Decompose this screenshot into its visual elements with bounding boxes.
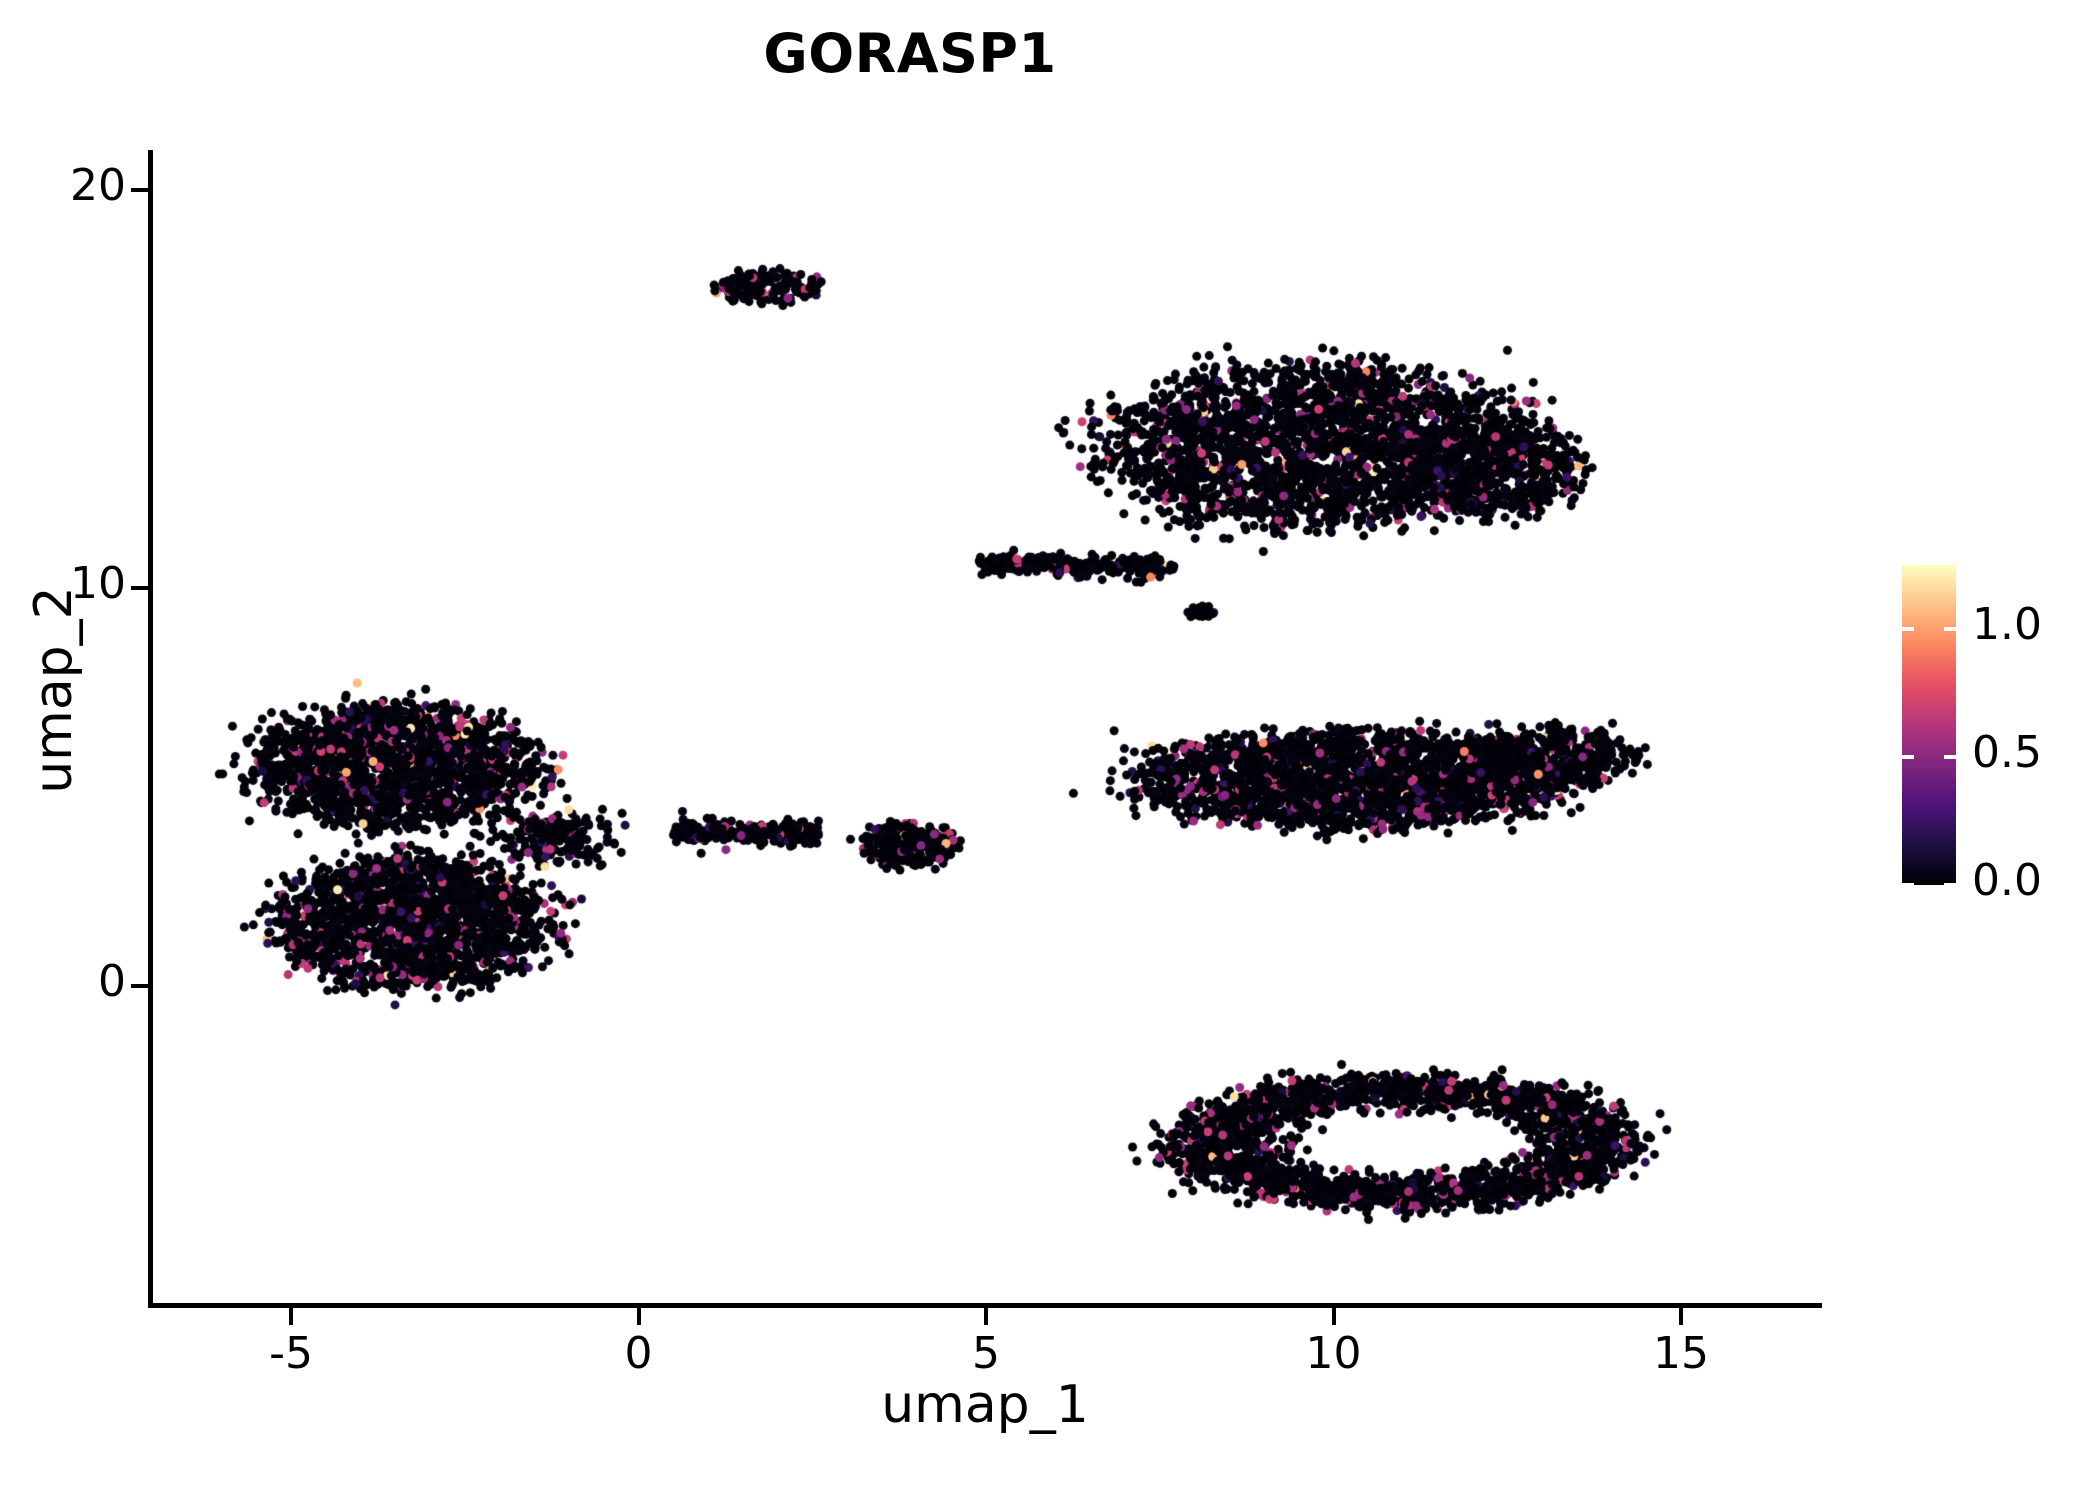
colorbar-tick-label: 1.0	[1972, 599, 2042, 650]
x-tick-label: -5	[269, 1328, 313, 1379]
y-tick-label: 0	[98, 956, 126, 1008]
x-axis-spine	[148, 1303, 1822, 1308]
x-tick-label: 15	[1653, 1328, 1709, 1379]
x-tick-label: 5	[972, 1328, 1000, 1379]
colorbar-tick	[1944, 627, 1956, 631]
colorbar-tick	[1944, 883, 1956, 887]
colorbar-tick	[1902, 883, 1914, 887]
x-axis-label: umap_1	[881, 1375, 1089, 1435]
colorbar-tick	[1902, 755, 1914, 759]
colorbar	[1902, 565, 1956, 887]
x-tick	[984, 1308, 988, 1325]
colorbar-tick-label: 0.5	[1972, 727, 2042, 778]
y-tick-label: 20	[70, 159, 126, 211]
y-tick	[131, 187, 148, 192]
colorbar-tick	[1944, 755, 1956, 759]
colorbar-tick-label: 0.0	[1972, 855, 2042, 906]
y-tick-label: 10	[70, 558, 126, 610]
x-tick	[636, 1308, 641, 1325]
colorbar-gradient	[1902, 565, 1956, 885]
x-tick	[1679, 1308, 1683, 1325]
scatter-points-canvas	[152, 150, 1820, 1305]
scatter-plot-area	[152, 150, 1820, 1305]
x-tick	[289, 1308, 293, 1325]
colorbar-tick	[1902, 627, 1914, 631]
y-axis-spine	[148, 150, 153, 1308]
y-tick	[131, 586, 148, 591]
x-tick-label: 0	[624, 1328, 653, 1379]
y-axis-label: umap_2	[24, 586, 84, 794]
x-tick	[1331, 1308, 1336, 1325]
page-title: GORASP1	[763, 22, 1057, 85]
x-tick-label: 10	[1305, 1328, 1362, 1379]
y-tick	[131, 984, 148, 989]
